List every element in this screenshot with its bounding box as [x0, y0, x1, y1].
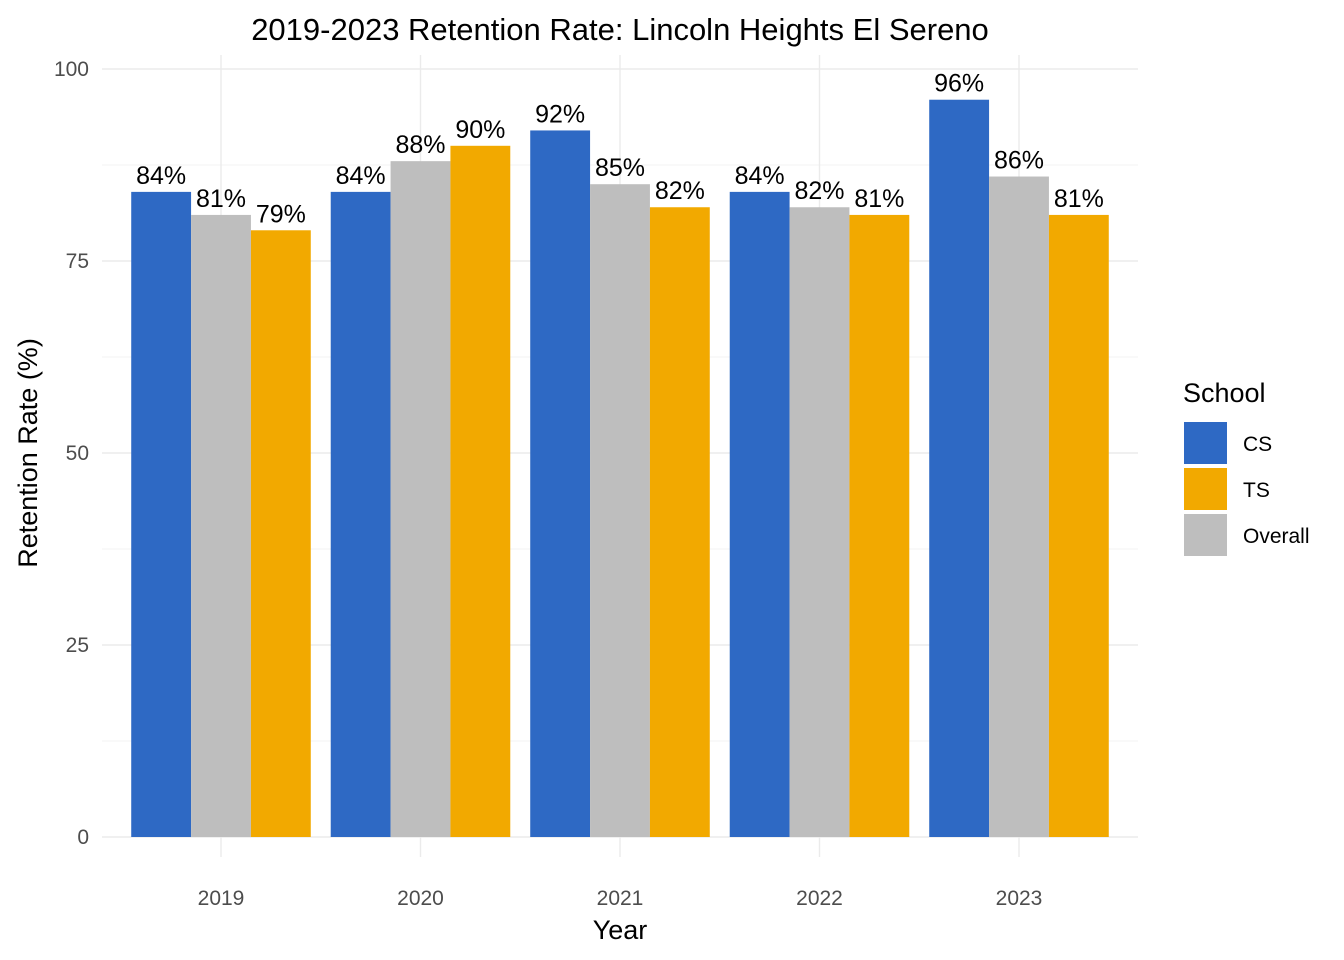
bar	[131, 191, 192, 837]
bar-value-label: 96%	[934, 70, 984, 98]
bar-value-label: 81%	[1054, 185, 1104, 213]
x-tick-label: 2020	[397, 887, 444, 910]
bar	[590, 184, 650, 837]
bar	[250, 230, 311, 837]
legend-label: Overall	[1243, 525, 1310, 548]
bar	[989, 176, 1049, 837]
bar	[530, 130, 591, 837]
bar	[729, 191, 790, 837]
bar	[929, 99, 990, 838]
bar-value-label: 88%	[395, 131, 445, 159]
x-tick-label: 2022	[796, 887, 843, 910]
y-tick-label: 50	[66, 442, 89, 465]
bar-value-label: 92%	[535, 100, 585, 128]
x-axis-title: Year	[593, 915, 648, 945]
bar-value-label: 82%	[794, 177, 844, 205]
bar-value-label: 84%	[735, 162, 785, 190]
y-tick-label: 25	[66, 634, 89, 657]
bar	[191, 214, 251, 838]
bar	[649, 207, 710, 838]
x-tick-label: 2019	[198, 887, 245, 910]
bar-value-label: 84%	[336, 162, 386, 190]
bar	[450, 145, 511, 838]
bar-value-label: 86%	[994, 147, 1044, 175]
bar-value-label: 82%	[655, 177, 705, 205]
chart-title: 2019-2023 Retention Rate: Lincoln Height…	[251, 12, 989, 47]
bar-value-label: 81%	[854, 185, 904, 213]
bar	[789, 207, 850, 838]
y-tick-label: 0	[77, 826, 89, 849]
legend-title: School	[1183, 378, 1266, 408]
y-axis: 0 25 50 75 100	[54, 58, 89, 849]
y-axis-title: Retention Rate (%)	[13, 338, 43, 568]
bar	[330, 191, 391, 837]
bar-value-label: 81%	[196, 185, 246, 213]
x-tick-label: 2023	[996, 887, 1043, 910]
legend-swatch	[1184, 422, 1227, 464]
legend-label: TS	[1243, 479, 1270, 502]
x-tick-label: 2021	[597, 887, 644, 910]
bar	[1048, 214, 1109, 838]
bar	[849, 214, 910, 838]
data-labels: 84% 84% 92% 84% 96% 81% 88% 85% 82% 86% 79% 90% 82% 8…	[136, 70, 1104, 229]
bar-value-label: 85%	[595, 154, 645, 182]
legend: School CS TS Overall	[1183, 378, 1310, 556]
legend-swatch	[1184, 514, 1227, 556]
bar	[390, 161, 451, 837]
legend-label: CS	[1243, 433, 1272, 456]
bars	[131, 99, 1109, 838]
bar-value-label: 90%	[455, 116, 505, 144]
bar-value-label: 84%	[136, 162, 186, 190]
bar-value-label: 79%	[256, 200, 306, 228]
legend-swatch	[1184, 468, 1227, 510]
x-axis: 2019 2020 2021 2022 2023	[198, 887, 1043, 910]
y-tick-label: 100	[54, 58, 89, 81]
y-tick-label: 75	[66, 250, 89, 273]
